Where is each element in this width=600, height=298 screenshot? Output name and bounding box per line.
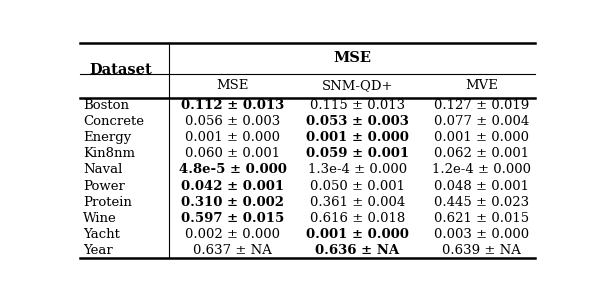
Text: Year: Year <box>83 244 113 257</box>
Text: 0.115 ± 0.013: 0.115 ± 0.013 <box>310 99 405 112</box>
Text: 0.637 ± NA: 0.637 ± NA <box>193 244 272 257</box>
Text: 0.060 ± 0.001: 0.060 ± 0.001 <box>185 148 280 160</box>
Text: 0.361 ± 0.004: 0.361 ± 0.004 <box>310 195 405 209</box>
Text: SNM-QD+: SNM-QD+ <box>322 79 393 92</box>
Text: MSE: MSE <box>217 79 249 92</box>
Text: 0.445 ± 0.023: 0.445 ± 0.023 <box>434 195 529 209</box>
Text: 0.059 ± 0.001: 0.059 ± 0.001 <box>305 148 409 160</box>
Text: 1.2e-4 ± 0.000: 1.2e-4 ± 0.000 <box>433 164 532 176</box>
Text: Concrete: Concrete <box>83 115 145 128</box>
Text: 0.597 ± 0.015: 0.597 ± 0.015 <box>181 212 284 225</box>
Text: 0.050 ± 0.001: 0.050 ± 0.001 <box>310 180 405 193</box>
Text: 0.056 ± 0.003: 0.056 ± 0.003 <box>185 115 280 128</box>
Text: MVE: MVE <box>466 79 499 92</box>
Text: 0.001 ± 0.000: 0.001 ± 0.000 <box>185 131 280 144</box>
Text: Power: Power <box>83 180 125 193</box>
Text: Wine: Wine <box>83 212 117 225</box>
Text: 0.112 ± 0.013: 0.112 ± 0.013 <box>181 99 284 112</box>
Text: 0.048 ± 0.001: 0.048 ± 0.001 <box>434 180 529 193</box>
Text: Naval: Naval <box>83 164 123 176</box>
Text: 0.042 ± 0.001: 0.042 ± 0.001 <box>181 180 284 193</box>
Text: 0.002 ± 0.000: 0.002 ± 0.000 <box>185 228 280 241</box>
Text: 0.621 ± 0.015: 0.621 ± 0.015 <box>434 212 529 225</box>
Text: 0.636 ± NA: 0.636 ± NA <box>315 244 400 257</box>
Text: 0.077 ± 0.004: 0.077 ± 0.004 <box>434 115 530 128</box>
Text: Yacht: Yacht <box>83 228 120 241</box>
Text: 0.616 ± 0.018: 0.616 ± 0.018 <box>310 212 405 225</box>
Text: 0.639 ± NA: 0.639 ± NA <box>442 244 521 257</box>
Text: 0.310 ± 0.002: 0.310 ± 0.002 <box>181 195 284 209</box>
Text: 0.127 ± 0.019: 0.127 ± 0.019 <box>434 99 530 112</box>
Text: 0.062 ± 0.001: 0.062 ± 0.001 <box>434 148 529 160</box>
Text: Energy: Energy <box>83 131 131 144</box>
Text: 0.001 ± 0.000: 0.001 ± 0.000 <box>306 131 409 144</box>
Text: Boston: Boston <box>83 99 130 112</box>
Text: 0.001 ± 0.000: 0.001 ± 0.000 <box>434 131 529 144</box>
Text: 1.3e-4 ± 0.000: 1.3e-4 ± 0.000 <box>308 164 407 176</box>
Text: MSE: MSE <box>334 51 372 65</box>
Text: 0.003 ± 0.000: 0.003 ± 0.000 <box>434 228 529 241</box>
Text: Dataset: Dataset <box>89 63 152 77</box>
Text: Kin8nm: Kin8nm <box>83 148 136 160</box>
Text: Protein: Protein <box>83 195 132 209</box>
Text: 4.8e-5 ± 0.000: 4.8e-5 ± 0.000 <box>179 164 287 176</box>
Text: 0.053 ± 0.003: 0.053 ± 0.003 <box>306 115 409 128</box>
Text: 0.001 ± 0.000: 0.001 ± 0.000 <box>306 228 409 241</box>
